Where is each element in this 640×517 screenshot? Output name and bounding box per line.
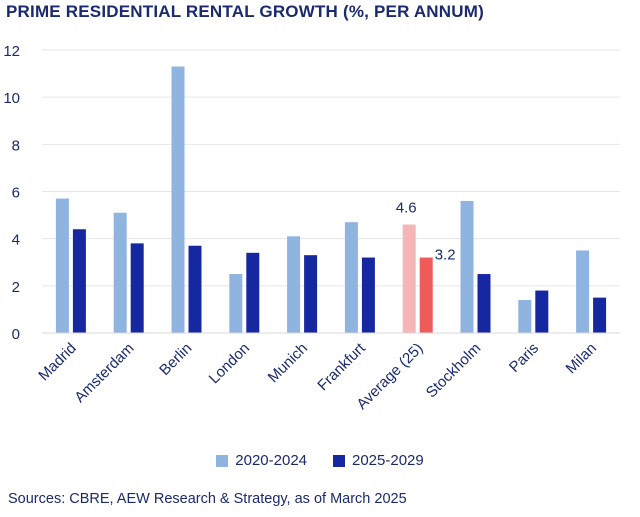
bar-series-2 — [593, 297, 607, 333]
bar-series-1 — [229, 274, 243, 333]
data-labels: 4.6 3.2 — [396, 200, 456, 264]
legend-label-series-2: 2025-2029 — [352, 452, 424, 469]
y-tick-label: 8 — [12, 137, 20, 154]
gridlines — [42, 49, 620, 287]
bar-series-1 — [55, 198, 69, 333]
x-tick-label: Berlin — [156, 340, 195, 379]
bar-series-2 — [130, 243, 144, 333]
data-label: 3.2 — [435, 247, 456, 264]
bar-series-2 — [419, 257, 433, 333]
bar-series-2 — [188, 245, 202, 333]
bar-series-1 — [576, 250, 590, 333]
bar-series-1 — [171, 66, 185, 333]
bar-series-2 — [304, 255, 318, 333]
bar-series-1 — [460, 200, 474, 333]
legend-swatch-series-2 — [333, 454, 345, 467]
bar-series-1 — [113, 212, 127, 333]
bar-series-2 — [361, 257, 375, 333]
y-tick-label: 4 — [12, 232, 20, 249]
y-tick-label: 0 — [12, 326, 20, 343]
x-tick-label: Milan — [563, 340, 600, 377]
source-note: Sources: CBRE, AEW Research & Strategy, … — [8, 491, 407, 507]
chart-title: PRIME RESIDENTIAL RENTAL GROWTH (%, PER … — [6, 2, 484, 21]
legend: 2020-2024 2025-2029 — [0, 452, 640, 469]
x-tick-label: Madrid — [35, 340, 79, 384]
data-label: 4.6 — [396, 200, 417, 217]
legend-item-series-2: 2025-2029 — [333, 452, 424, 469]
y-tick-label: 2 — [12, 279, 20, 296]
x-tick-label: Frankfurt — [314, 339, 369, 394]
x-tick-label: Stockholm — [423, 340, 485, 402]
bar-series-2 — [246, 252, 260, 333]
legend-item-series-1: 2020-2024 — [216, 452, 307, 469]
bar-series-1 — [402, 224, 416, 333]
x-tick-label: Paris — [506, 340, 542, 376]
legend-label-series-1: 2020-2024 — [235, 452, 307, 469]
x-tick-label: Amsterdam — [71, 340, 137, 406]
bar-series-2 — [72, 229, 86, 333]
x-tick-label: London — [206, 340, 253, 387]
bar-series-2 — [477, 274, 491, 333]
bar-series-1 — [344, 222, 358, 333]
bar-series-1 — [287, 236, 301, 333]
bar-series-1 — [518, 299, 532, 333]
y-tick-label: 6 — [12, 185, 20, 202]
bars — [55, 66, 607, 333]
x-tick-label: Munich — [265, 340, 311, 386]
y-tick-label: 10 — [3, 90, 20, 107]
bar-series-2 — [535, 290, 549, 333]
y-axis-ticks: 0 2 4 6 8 10 12 — [3, 43, 20, 343]
y-tick-label: 12 — [3, 43, 20, 60]
legend-swatch-series-1 — [216, 454, 229, 467]
